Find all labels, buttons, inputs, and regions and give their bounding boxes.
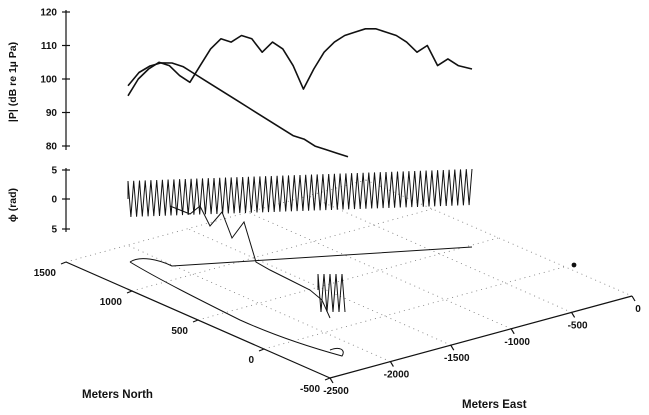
ship-track-north (129, 261, 344, 357)
phase-tick-label: 5 (51, 166, 57, 177)
north-tick-label: -500 (300, 384, 320, 395)
ship-track-east (129, 246, 473, 267)
magnitude-tick-label: 80 (46, 142, 58, 153)
east-tick-label: -500 (568, 320, 588, 331)
floor-gridline (249, 212, 512, 330)
east-tick-label: 0 (635, 304, 641, 315)
magnitude-tick-label: 120 (40, 8, 57, 19)
phase-ylabel: ϕ (rad) (7, 188, 19, 222)
phase-drift-trace (169, 205, 331, 319)
north-tick-mark (324, 377, 331, 381)
magnitude-tick-label: 90 (46, 108, 58, 119)
east-tick-mark (571, 312, 576, 318)
magnitude-ylabel: |P| (dB re 1µ Pa) (7, 42, 19, 122)
phase-tick-label: 5 (51, 225, 57, 236)
magnitude-tick-label: 100 (40, 75, 57, 86)
traces-layer (127, 28, 577, 357)
north-tick-label: 500 (171, 326, 188, 337)
phase-tick-label: 0 (51, 195, 57, 206)
magnitude-trace-upper (127, 28, 473, 97)
north-tick-mark (192, 319, 199, 323)
east-tick-label: -2000 (384, 370, 410, 381)
north-tick-mark (258, 348, 265, 352)
grid-layer (65, 179, 633, 362)
floor-oscillation-cluster (317, 273, 346, 313)
phase-trace (127, 168, 473, 217)
floor-gridline (128, 245, 391, 362)
floor-back-edge (65, 179, 367, 263)
floor-east-axis-line (329, 295, 633, 379)
floor-gridline (197, 237, 499, 321)
floor-gridline (131, 208, 433, 292)
north-tick-label: 0 (248, 355, 254, 366)
north-tick-label: 1500 (34, 268, 57, 279)
source-marker (571, 262, 577, 268)
north-tick-mark (60, 261, 67, 265)
floor-right-edge (365, 179, 633, 297)
magnitude-trace-lower (127, 62, 349, 158)
north-tick-mark (126, 290, 133, 294)
east-tick-label: -2500 (323, 386, 349, 397)
labels-layer: |P| (dB re 1µ Pa) ϕ (rad) Meters North M… (7, 42, 527, 411)
east-tick-mark (329, 377, 334, 384)
magnitude-tick-label: 110 (41, 41, 58, 52)
east-tick-label: -1000 (504, 337, 530, 348)
north-axis-title: Meters North (82, 389, 153, 401)
floor-gridline (263, 266, 565, 350)
east-tick-mark (510, 328, 515, 335)
floor-gridline (188, 228, 451, 346)
north-tick-label: 1000 (100, 297, 123, 308)
east-tick-mark (631, 295, 636, 302)
east-tick-mark (450, 344, 455, 351)
east-tick-mark (389, 361, 394, 367)
east-tick-label: -1500 (444, 353, 470, 364)
east-axis-title: Meters East (462, 399, 527, 411)
